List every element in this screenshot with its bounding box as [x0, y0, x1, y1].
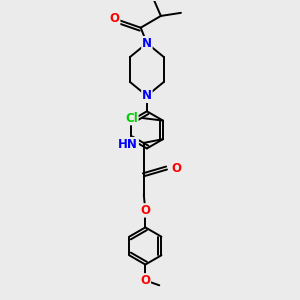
- Text: N: N: [142, 89, 152, 102]
- Text: Cl: Cl: [125, 112, 138, 124]
- Text: N: N: [142, 37, 152, 50]
- Text: O: O: [140, 204, 150, 217]
- Text: O: O: [171, 162, 182, 176]
- Text: O: O: [140, 274, 150, 287]
- Text: O: O: [110, 12, 120, 25]
- Text: HN: HN: [118, 138, 138, 151]
